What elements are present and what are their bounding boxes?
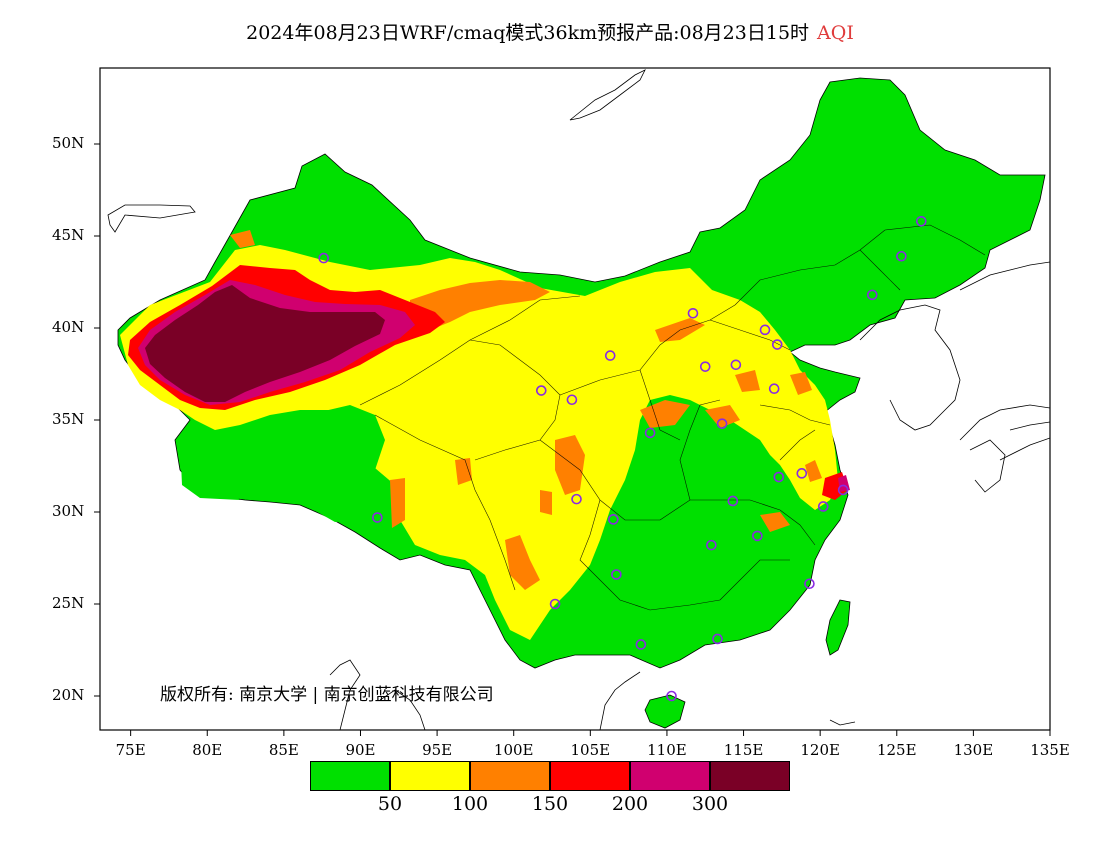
- station-marker: [571, 493, 582, 505]
- station-marker: [635, 639, 647, 650]
- lat-label: 40N: [52, 318, 85, 336]
- legend-swatch: [390, 761, 470, 791]
- station-marker: [837, 484, 849, 496]
- legend-swatch: [710, 761, 790, 791]
- station-marker: [372, 512, 383, 523]
- neighbor-coastlines: [107, 69, 1050, 730]
- station-marker: [730, 359, 742, 371]
- legend-swatch: [630, 761, 710, 791]
- lat-label: 30N: [52, 502, 85, 520]
- station-marker: [915, 215, 927, 227]
- station-marker: [727, 495, 739, 507]
- green-patch-southwest: [180, 440, 240, 500]
- axis-ticks: [94, 143, 1051, 736]
- station-marker: [759, 324, 771, 336]
- green-patch-tibet: [280, 405, 385, 522]
- station-marker: [699, 361, 711, 372]
- station-marker: [896, 250, 907, 262]
- legend-label: 50: [377, 793, 403, 815]
- station-marker: [535, 385, 547, 396]
- lon-label: 130E: [953, 741, 994, 759]
- station-marker: [804, 578, 815, 590]
- legend-label: 150: [531, 793, 569, 815]
- lon-label: 90E: [345, 741, 376, 759]
- station-marker: [687, 307, 699, 319]
- lat-label: 50N: [52, 134, 85, 152]
- title-main: 2024年08月23日WRF/cmaq模式36km预报产品:08月23日15时: [246, 22, 810, 44]
- map-content: [107, 69, 1050, 730]
- station-marker: [604, 350, 616, 361]
- map-frame: [99, 67, 1051, 731]
- legend-label: 100: [451, 793, 489, 815]
- station-marker: [716, 418, 728, 429]
- station-marker: [706, 539, 717, 551]
- title-variable: AQI: [817, 22, 854, 44]
- station-marker: [608, 514, 619, 525]
- station-marker: [771, 339, 783, 350]
- lon-label: 115E: [723, 741, 764, 759]
- station-marker: [866, 289, 878, 301]
- lon-label: 135E: [1030, 741, 1070, 759]
- lat-label: 25N: [52, 594, 85, 612]
- station-marker: [611, 569, 622, 580]
- legend-swatch: [310, 761, 390, 791]
- legend-label: 300: [691, 793, 729, 815]
- hainan-island: [644, 694, 686, 729]
- lon-label: 75E: [115, 741, 146, 759]
- station-marker: [666, 690, 677, 702]
- lon-label: 80E: [192, 741, 223, 759]
- station-marker: [644, 427, 656, 439]
- lat-label: 20N: [52, 686, 85, 704]
- province-boundaries: [359, 224, 986, 611]
- lon-label: 125E: [876, 741, 917, 759]
- station-marker: [768, 383, 780, 395]
- station-marker: [549, 598, 561, 610]
- station-marker: [752, 530, 763, 542]
- legend-label: 200: [611, 793, 649, 815]
- station-markers: [318, 215, 927, 702]
- copyright-text: 版权所有: 南京大学 | 南京创蓝科技有限公司: [160, 685, 494, 705]
- lon-label: 95E: [422, 741, 453, 759]
- taiwan-island: [825, 599, 851, 656]
- lon-label: 85E: [268, 741, 299, 759]
- lon-label: 120E: [800, 741, 840, 759]
- station-marker: [796, 468, 808, 479]
- aqi-band-maroon: [145, 285, 385, 402]
- lat-label: 45N: [52, 226, 85, 244]
- station-marker: [773, 471, 785, 483]
- map-title: 2024年08月23日WRF/cmaq模式36km预报产品:08月23日15时 A…: [0, 18, 1100, 45]
- station-marker: [712, 633, 723, 645]
- station-marker: [566, 394, 578, 406]
- station-marker: [817, 501, 829, 512]
- lon-label: 100E: [493, 741, 534, 759]
- lon-label: 105E: [570, 741, 611, 759]
- station-marker: [318, 252, 330, 264]
- lon-label: 110E: [647, 741, 687, 759]
- lat-label: 35N: [52, 410, 85, 428]
- legend-swatch: [550, 761, 630, 791]
- legend-swatch: [470, 761, 550, 791]
